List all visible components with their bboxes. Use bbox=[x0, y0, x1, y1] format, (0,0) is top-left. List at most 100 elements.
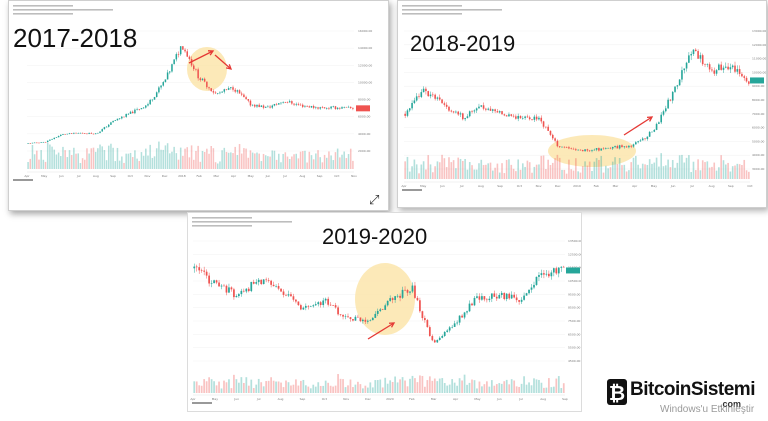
volume-bar bbox=[593, 161, 596, 179]
price-axis-label: 10000.00 bbox=[358, 80, 372, 84]
trend-arrow bbox=[188, 50, 214, 64]
volume-bar bbox=[282, 387, 285, 393]
candle bbox=[443, 331, 446, 336]
volume-bar bbox=[678, 155, 681, 179]
volume-bar bbox=[197, 145, 199, 169]
candle bbox=[195, 69, 197, 70]
volume-bar bbox=[118, 160, 121, 169]
volume-bar bbox=[203, 151, 206, 169]
volume-bar bbox=[381, 387, 384, 393]
candle bbox=[572, 148, 575, 150]
candle bbox=[433, 340, 436, 343]
volume-bar bbox=[342, 379, 344, 393]
volume-bar bbox=[319, 157, 321, 169]
volume-bar bbox=[267, 156, 269, 169]
volume-bar bbox=[459, 158, 462, 179]
volume-bar bbox=[247, 157, 250, 169]
volume-bar bbox=[408, 171, 411, 179]
candle bbox=[424, 318, 426, 321]
time-axis-label: Aug bbox=[709, 184, 715, 188]
candle bbox=[341, 107, 343, 109]
candle bbox=[690, 54, 692, 56]
candle bbox=[427, 91, 430, 97]
volume-bar bbox=[416, 382, 419, 393]
candle bbox=[538, 117, 540, 120]
candle bbox=[697, 51, 699, 59]
candle bbox=[322, 300, 325, 306]
volume-bar bbox=[697, 159, 699, 179]
volume-bar bbox=[177, 159, 180, 169]
highlight-ellipse bbox=[355, 263, 415, 335]
candle bbox=[602, 148, 605, 150]
price-axis-label: 6500.00 bbox=[568, 332, 580, 336]
volume-bar bbox=[543, 387, 545, 393]
candle bbox=[625, 146, 628, 148]
volume-bar bbox=[488, 386, 491, 393]
volume-bar bbox=[729, 171, 732, 179]
volume-bar bbox=[271, 150, 274, 169]
volume-bar bbox=[300, 380, 302, 393]
volume-bar bbox=[411, 375, 414, 393]
candle bbox=[401, 289, 404, 298]
volume-bar bbox=[345, 158, 348, 169]
volume-bar bbox=[284, 152, 287, 169]
candle bbox=[521, 118, 524, 119]
volume-bar bbox=[413, 159, 416, 179]
volume-bar bbox=[334, 385, 337, 393]
volume-bar bbox=[658, 166, 660, 179]
time-axis-label: Sep bbox=[300, 397, 306, 401]
candle bbox=[671, 91, 674, 101]
expand-icon[interactable]: ⤢ bbox=[369, 193, 380, 208]
volume-bar bbox=[112, 147, 114, 169]
candle bbox=[374, 313, 377, 318]
candle bbox=[175, 54, 178, 60]
candle bbox=[272, 284, 275, 287]
volume-bar bbox=[136, 158, 138, 169]
candle bbox=[731, 65, 734, 68]
candle bbox=[327, 298, 330, 305]
volume-bar bbox=[519, 169, 522, 179]
trend-arrow-head bbox=[207, 50, 215, 56]
candle bbox=[651, 131, 653, 133]
candle bbox=[692, 49, 695, 55]
volume-bar bbox=[427, 155, 430, 179]
volume-bar bbox=[518, 386, 520, 393]
chart-2017-2018: 16000.00 14000.00 12000.00 10000.00 8000.00 6… bbox=[13, 5, 372, 181]
volume-bar bbox=[515, 386, 518, 393]
candle bbox=[421, 311, 424, 319]
candle bbox=[256, 104, 258, 107]
candle bbox=[431, 336, 434, 341]
volume-bar bbox=[538, 164, 540, 179]
candle bbox=[220, 285, 223, 287]
volume-bar bbox=[520, 383, 523, 393]
candle bbox=[131, 111, 134, 114]
volume-bar bbox=[485, 164, 487, 179]
volume-bar bbox=[476, 388, 478, 393]
candle bbox=[216, 93, 219, 94]
candle bbox=[33, 142, 36, 144]
volume-bar bbox=[581, 166, 584, 179]
candle bbox=[557, 267, 560, 274]
candle bbox=[215, 280, 218, 283]
time-axis-label: Sep bbox=[728, 184, 734, 188]
candle bbox=[461, 315, 463, 318]
volume-bar bbox=[121, 156, 123, 169]
candle bbox=[443, 103, 446, 105]
candle bbox=[706, 64, 709, 65]
volume-bar bbox=[131, 157, 134, 169]
candle bbox=[475, 108, 478, 111]
candle bbox=[455, 111, 457, 113]
time-axis-label: Aug bbox=[93, 174, 99, 178]
candle bbox=[425, 88, 427, 92]
brand-domain: .com bbox=[720, 399, 742, 409]
volume-bar bbox=[188, 157, 191, 169]
candle bbox=[611, 146, 614, 149]
candle bbox=[588, 150, 591, 152]
volume-bar bbox=[51, 146, 53, 169]
candle bbox=[114, 120, 117, 121]
candle bbox=[101, 129, 103, 132]
candle bbox=[415, 96, 418, 101]
watermark bbox=[192, 402, 212, 404]
candle bbox=[579, 149, 582, 151]
candle bbox=[138, 109, 141, 110]
